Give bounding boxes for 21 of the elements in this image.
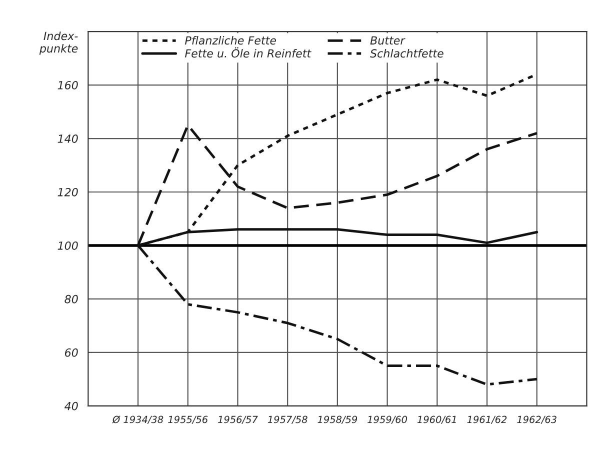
x-tick-label: 1958/59 bbox=[318, 416, 358, 424]
x-tick-label: 1956/57 bbox=[218, 416, 258, 424]
legend-label: Fette u. Öle in Reinfett bbox=[184, 47, 312, 58]
x-tick-label: 1955/56 bbox=[168, 416, 208, 424]
y-tick-label: 40 bbox=[64, 402, 78, 410]
legend-label: Pflanzliche Fette bbox=[184, 36, 276, 45]
x-tick-label: Ø 1934/38 bbox=[112, 416, 164, 424]
x-tick-label: 1959/60 bbox=[368, 416, 407, 424]
legend-label: Schlachtfette bbox=[370, 48, 444, 58]
y-axis-title: Index- punkte bbox=[39, 32, 78, 55]
y-tick-label: 160 bbox=[58, 81, 78, 90]
y-tick-label: 120 bbox=[58, 188, 78, 196]
y-tick-label: 100 bbox=[58, 241, 78, 250]
x-tick-label: 1960/61 bbox=[417, 416, 456, 424]
y-tick-label: 80 bbox=[64, 294, 78, 304]
x-tick-label: 1961/62 bbox=[467, 416, 507, 424]
y-tick-label: 140 bbox=[58, 134, 78, 143]
x-tick-label: 1962/63 bbox=[517, 416, 556, 424]
x-tick-label: 1957/58 bbox=[268, 416, 308, 424]
legend-label: Butter bbox=[370, 36, 406, 45]
y-tick-label: 60 bbox=[65, 348, 78, 357]
